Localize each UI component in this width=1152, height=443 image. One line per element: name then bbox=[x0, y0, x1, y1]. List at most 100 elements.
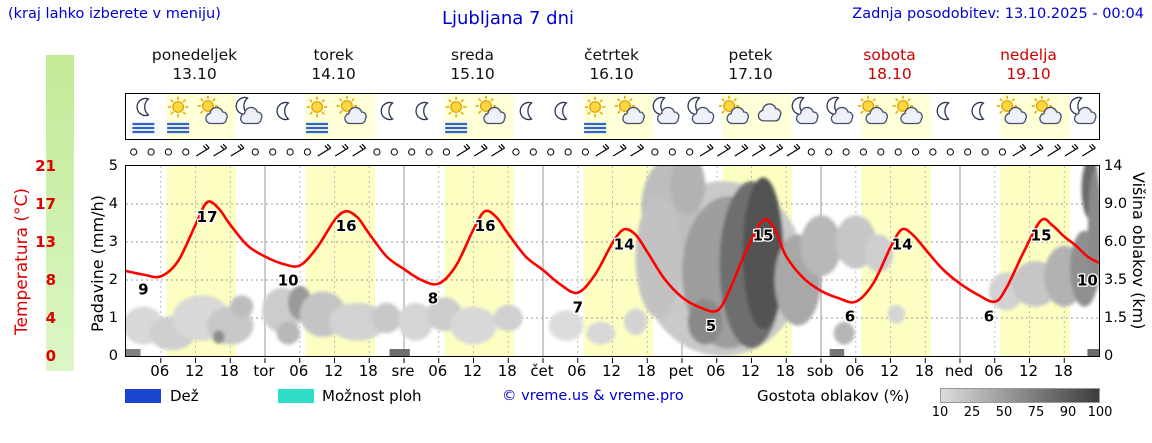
wind-calm-icon bbox=[251, 148, 259, 156]
weather-icon-moon-cloud bbox=[687, 96, 715, 125]
day-name: sobota bbox=[863, 46, 916, 64]
cloud-density-gradient bbox=[940, 388, 1100, 403]
weather-icon-moon bbox=[936, 101, 950, 121]
cloudheight-axis-tick: 9.0 bbox=[1104, 196, 1128, 212]
temperature-point-label: 9 bbox=[138, 281, 148, 299]
wind-barb-icon bbox=[473, 143, 488, 157]
wind-calm-icon bbox=[408, 148, 416, 156]
weather-icon-moon-cloud bbox=[1069, 96, 1097, 125]
weather-icon-sun-fog bbox=[445, 96, 468, 134]
precip-axis-tick: 1 bbox=[108, 310, 118, 326]
weather-icon-sun-cloud bbox=[336, 95, 367, 125]
day-date: 19.10 bbox=[1006, 65, 1051, 83]
wind-calm-icon bbox=[998, 148, 1007, 156]
day-name: sreda bbox=[451, 46, 494, 64]
wind-calm-icon bbox=[686, 148, 694, 156]
temperature-point-label: 5 bbox=[706, 317, 716, 335]
wind-barb-icon bbox=[352, 143, 367, 157]
weather-icon-sun-cloud bbox=[197, 95, 228, 125]
temperature-axis-tick: 4 bbox=[45, 309, 56, 327]
day-abbrev-label: tor bbox=[253, 362, 275, 380]
day-header: nedelja 19.10 bbox=[959, 46, 1098, 86]
cloudheight-axis-tick: 3.5 bbox=[1104, 272, 1128, 288]
precip-axis-tick: 3 bbox=[108, 234, 118, 250]
wind-calm-icon bbox=[147, 148, 155, 156]
day-name: petek bbox=[728, 46, 773, 64]
time-tick-label: 12 bbox=[879, 362, 900, 380]
weather-icons-band bbox=[125, 93, 1100, 140]
weather-icon-sun-cloud bbox=[996, 95, 1027, 125]
time-tick-label: 18 bbox=[775, 362, 795, 380]
day-name: četrtek bbox=[583, 46, 640, 64]
day-header: petek 17.10 bbox=[681, 46, 820, 86]
wind-calm-icon bbox=[130, 148, 138, 156]
temperature-axis-tick: 8 bbox=[45, 271, 56, 289]
wind-calm-icon bbox=[303, 148, 311, 156]
cloudheight-axis-tick: 1.5 bbox=[1104, 310, 1128, 326]
wind-barb-icon bbox=[717, 143, 731, 157]
time-tick-label: 12 bbox=[1018, 362, 1039, 380]
temperature-point-label: 14 bbox=[892, 235, 913, 253]
day-header: sobota 18.10 bbox=[820, 46, 959, 86]
forecast-plot-canvas: 9 17 10 16 8 16 7 14 5 15 6 14 6 15 10 bbox=[126, 166, 1099, 356]
wind-barb-icon bbox=[1064, 143, 1079, 157]
weather-icon-moon bbox=[276, 101, 290, 121]
ground-cloud bbox=[1087, 349, 1099, 356]
wind-calm-icon bbox=[182, 148, 190, 156]
time-tick-label: 12 bbox=[740, 362, 761, 380]
time-tick-label: 06 bbox=[150, 362, 170, 380]
density-tick-label: 10 bbox=[931, 405, 949, 420]
weather-icon-moon bbox=[519, 101, 533, 121]
weather-icon-sun-cloud bbox=[475, 95, 506, 125]
weather-icon-sun-cloud bbox=[857, 95, 888, 125]
wind-calm-icon bbox=[877, 148, 885, 156]
day-header: ponedeljek 13.10 bbox=[125, 46, 264, 86]
temperature-point-label: 14 bbox=[614, 235, 635, 253]
wind-calm-icon bbox=[442, 148, 450, 156]
time-tick-label: 18 bbox=[914, 362, 934, 380]
rain-legend-swatch bbox=[125, 389, 161, 403]
temperature-scale-strip bbox=[46, 55, 74, 371]
weather-icon-sun-cloud bbox=[614, 95, 645, 125]
time-tick-label: 06 bbox=[845, 362, 865, 380]
wind-calm-icon bbox=[564, 148, 572, 156]
density-tick-label: 75 bbox=[1027, 405, 1045, 420]
wind-calm-icon bbox=[668, 148, 676, 156]
day-date: 18.10 bbox=[867, 65, 912, 83]
wind-calm-icon bbox=[842, 148, 850, 156]
weather-icons-canvas bbox=[132, 94, 1097, 139]
wind-barb-icon bbox=[317, 143, 332, 157]
density-tick-label: 25 bbox=[963, 405, 981, 420]
wind-calm-icon bbox=[929, 148, 937, 156]
wind-calm-icon bbox=[547, 148, 555, 156]
last-updated: Zadnja posodobitev: 13.10.2025 - 00:04 bbox=[852, 6, 1144, 22]
day-headers: ponedeljek 13.10 torek 14.10 sreda 15.10 četrt… bbox=[125, 46, 1100, 86]
weather-icon-sun-fog bbox=[306, 96, 329, 134]
weather-icon-sun-cloud bbox=[1031, 95, 1062, 125]
wind-barb-icon bbox=[334, 143, 349, 157]
weather-icon-moon-cloud bbox=[652, 96, 680, 125]
day-date: 16.10 bbox=[589, 65, 634, 83]
cloudheight-axis-tick: 6.0 bbox=[1104, 234, 1128, 250]
weather-icon-moon bbox=[554, 101, 568, 121]
weather-icon-moon-cloud bbox=[826, 96, 854, 125]
forecast-plot: 9 17 10 16 8 16 7 14 5 15 6 14 6 15 10 bbox=[125, 165, 1100, 357]
wind-calm-icon bbox=[164, 148, 173, 156]
time-tick-label: 18 bbox=[1053, 362, 1073, 380]
wind-barb-icon bbox=[734, 143, 749, 157]
temperature-point-label: 16 bbox=[336, 217, 357, 235]
temperature-axis-tick: 13 bbox=[35, 233, 56, 251]
wind-calm-icon bbox=[373, 148, 381, 156]
day-abbrev-label: sre bbox=[391, 362, 415, 380]
ground-cloud bbox=[829, 349, 845, 356]
wind-calm-icon bbox=[390, 148, 398, 156]
copyright-link[interactable]: © vreme.us & vreme.pro bbox=[502, 388, 684, 404]
precip-axis-tick: 4 bbox=[108, 196, 118, 212]
density-tick-label: 50 bbox=[995, 405, 1013, 420]
showers-legend-swatch bbox=[278, 389, 314, 403]
day-abbrev-label: sob bbox=[806, 362, 834, 380]
time-tick-label: 06 bbox=[984, 362, 1004, 380]
wind-barb-icon bbox=[699, 143, 714, 157]
wind-calm-icon bbox=[269, 148, 277, 156]
